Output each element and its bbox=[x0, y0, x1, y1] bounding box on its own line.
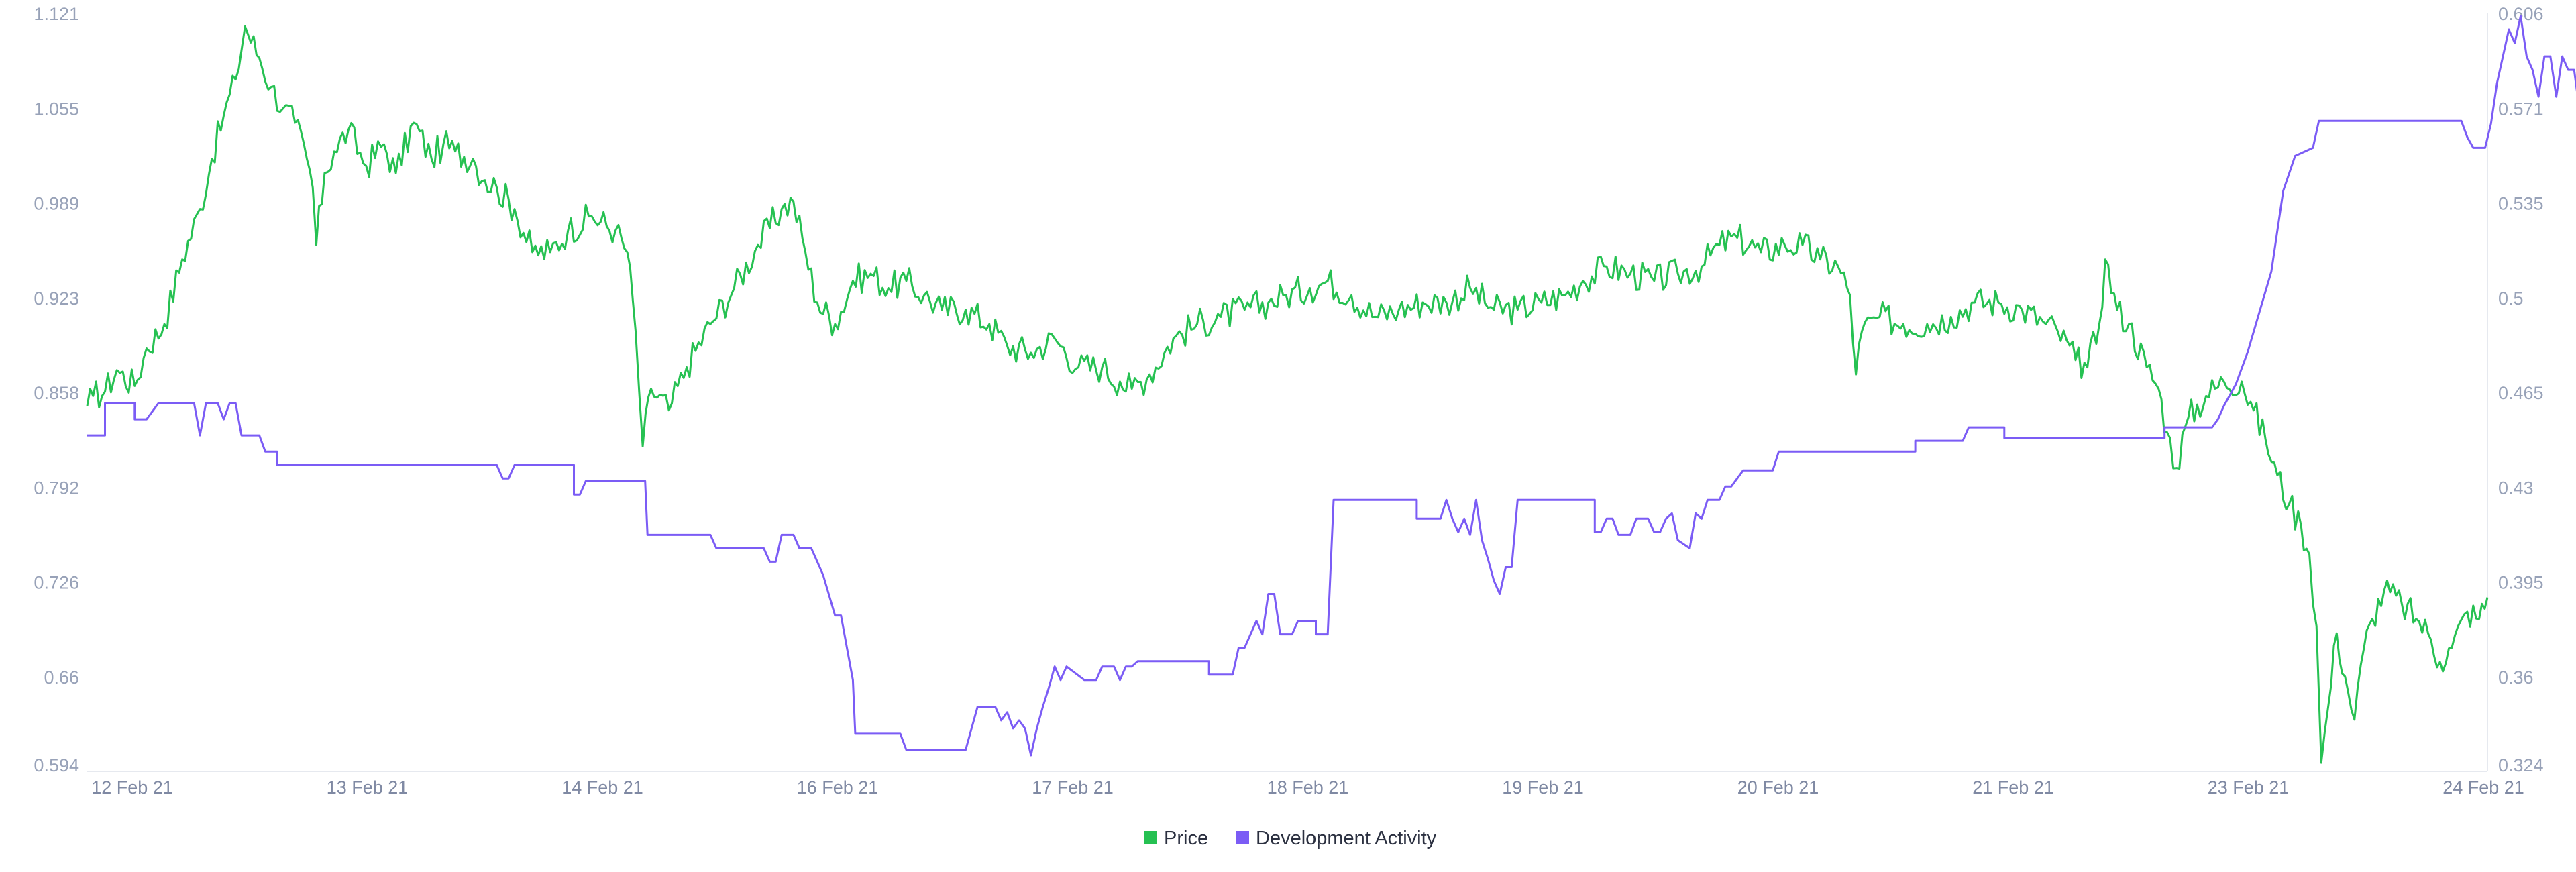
left-axis-ticks: 1.121 1.055 0.989 0.923 0.858 0.792 0.726 0.66 0… bbox=[34, 4, 79, 775]
axis-lines bbox=[87, 13, 2488, 772]
series-layer bbox=[86, 15, 2576, 764]
left-tick-label: 0.989 bbox=[34, 194, 79, 214]
x-tick-label: 12 Feb 21 bbox=[91, 777, 173, 798]
left-tick-label: 0.594 bbox=[34, 755, 79, 775]
x-tick-label: 17 Feb 21 bbox=[1032, 777, 1114, 798]
left-tick-label: 0.923 bbox=[34, 288, 79, 309]
left-tick-label: 0.66 bbox=[44, 667, 79, 688]
right-tick-label: 0.535 bbox=[2498, 194, 2544, 214]
right-tick-label: 0.465 bbox=[2498, 383, 2544, 403]
series-line-price bbox=[86, 25, 2489, 764]
x-tick-label: 14 Feb 21 bbox=[561, 777, 643, 798]
right-tick-label: 0.395 bbox=[2498, 573, 2544, 593]
x-axis-ticks: 12 Feb 21 13 Feb 21 14 Feb 21 16 Feb 21 17 F… bbox=[91, 777, 2524, 798]
legend-swatch-development-activity bbox=[1236, 831, 1249, 844]
legend-swatch-price bbox=[1144, 831, 1157, 844]
x-tick-label: 16 Feb 21 bbox=[797, 777, 879, 798]
x-tick-label: 19 Feb 21 bbox=[1502, 777, 1584, 798]
legend-label-price: Price bbox=[1164, 828, 1208, 849]
left-tick-label: 0.858 bbox=[34, 383, 79, 403]
left-tick-label: 0.726 bbox=[34, 573, 79, 593]
right-tick-label: 0.571 bbox=[2498, 99, 2544, 119]
legend-item-price[interactable]: Price bbox=[1144, 828, 1208, 849]
right-tick-label: 0.324 bbox=[2498, 755, 2544, 775]
right-tick-label: 0.36 bbox=[2498, 667, 2534, 688]
x-tick-label: 21 Feb 21 bbox=[1972, 777, 2054, 798]
x-tick-label: 20 Feb 21 bbox=[1737, 777, 1819, 798]
x-tick-label: 18 Feb 21 bbox=[1267, 777, 1349, 798]
x-tick-label: 24 Feb 21 bbox=[2443, 777, 2524, 798]
left-tick-label: 1.055 bbox=[34, 99, 79, 119]
right-tick-label: 0.43 bbox=[2498, 478, 2534, 498]
series-line-development-activity bbox=[87, 15, 2576, 757]
right-axis-ticks: 0.6060.5710.5350.50.4650.430.3950.360.32… bbox=[2498, 4, 2544, 775]
x-tick-label: 13 Feb 21 bbox=[327, 777, 409, 798]
right-tick-label: 0.5 bbox=[2498, 288, 2524, 309]
left-tick-label: 0.792 bbox=[34, 478, 79, 498]
x-tick-label: 23 Feb 21 bbox=[2208, 777, 2290, 798]
legend-label-development-activity: Development Activity bbox=[1256, 828, 1437, 849]
left-tick-label: 1.121 bbox=[34, 4, 79, 24]
legend-item-development-activity[interactable]: Development Activity bbox=[1236, 828, 1437, 849]
legend: Price Development Activity bbox=[1144, 828, 1437, 849]
